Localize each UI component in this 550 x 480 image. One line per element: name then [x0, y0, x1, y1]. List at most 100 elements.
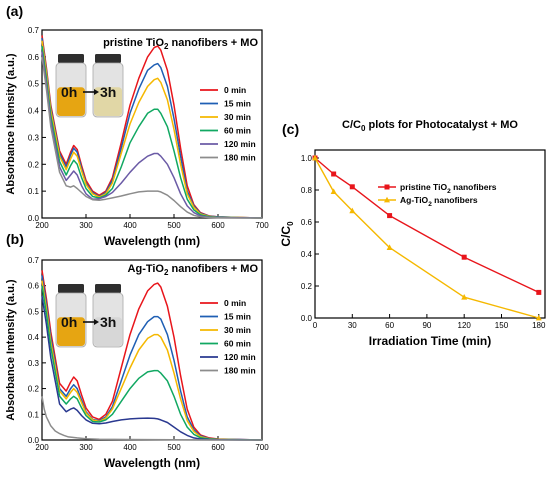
panel-b: (b) 200 300 400 500 600 700 0.0 0.1 0.2 0.3 0.4 0.5 0…	[5, 231, 269, 470]
legend-label: Ag-TiO2 nanofibers	[400, 195, 478, 208]
legend-label: 15 min	[224, 99, 251, 109]
panel-label: (c)	[282, 121, 299, 137]
vial-liquid	[57, 317, 85, 346]
x-axis-label: Wavelength (nm)	[104, 234, 200, 248]
series-line	[41, 396, 262, 441]
vial-after	[92, 284, 124, 348]
y-tick-label: 0.5	[28, 80, 40, 89]
y-axis-label-part: C/C	[279, 226, 293, 247]
x-tick-label: 300	[79, 443, 93, 452]
data-point-triangle	[386, 244, 393, 250]
data-point-square	[536, 289, 542, 295]
x-tick-label: 700	[255, 443, 269, 452]
legend-label: 0 min	[224, 85, 246, 95]
x-tick-label: 400	[123, 443, 137, 452]
x-tick-label: 500	[167, 221, 181, 230]
panel-title-subscript: 2	[164, 42, 169, 51]
legend-marker	[384, 184, 390, 190]
series-line	[41, 280, 263, 441]
legend-label: 120 min	[224, 352, 256, 362]
y-axis-label-subscript: 0	[286, 221, 295, 226]
arrow-head	[94, 319, 99, 325]
panel-c: (c) 0 30 60 90 120 150 180 0.0 0.2 0.4 0.6 0.8 1.0 Irr…	[279, 119, 546, 348]
legend-label: 30 min	[224, 112, 251, 122]
x-tick-label: 700	[255, 221, 269, 230]
panel-title-part: Ag-TiO	[128, 263, 165, 275]
legend-label: 60 min	[224, 339, 251, 349]
series-line	[41, 51, 263, 219]
x-tick-label: 200	[35, 443, 49, 452]
y-tick-label: 0.6	[301, 218, 313, 227]
y-tick-label: 0.2	[301, 282, 313, 291]
vial-before	[55, 54, 87, 118]
y-tick-label: 1.0	[301, 154, 313, 163]
vial-liquid	[94, 317, 122, 346]
legend-label-subscript: 2	[447, 188, 451, 195]
y-tick-label: 0.7	[28, 26, 40, 35]
panel-title: Ag-TiO2 nanofibers + MO	[128, 263, 259, 277]
panel-a: (a) 200 300 400 500 600 700 0.0 0.1 0.2 0.3 0.4 0.5 0…	[5, 3, 269, 248]
y-tick-label: 0.3	[28, 133, 40, 142]
data-point-square	[349, 184, 355, 190]
series-line	[314, 157, 539, 319]
data-point-triangle	[330, 188, 337, 194]
vial-cap	[58, 54, 84, 63]
legend-label-part: pristine TiO	[400, 182, 447, 192]
vial-before-label: 0h	[61, 84, 77, 100]
series-line	[41, 285, 263, 441]
legend-label-part: nanofibers	[451, 182, 497, 192]
y-tick-label: 0.4	[28, 333, 40, 342]
x-tick-label: 0	[313, 321, 318, 330]
series-line	[41, 56, 262, 219]
y-tick-label: 0.1	[28, 410, 40, 419]
panel-title-part: pristine TiO	[103, 37, 164, 49]
panel-label: (a)	[6, 3, 23, 19]
y-tick-label: 0.3	[28, 359, 40, 368]
y-tick-label: 0.2	[28, 385, 40, 394]
y-tick-label: 0.6	[28, 282, 40, 291]
vial-after-label: 3h	[100, 84, 116, 100]
y-tick-label: 0.0	[301, 314, 313, 323]
legend-label: 60 min	[224, 126, 251, 136]
vial-liquid	[57, 87, 85, 116]
panel-title-part: C/C	[342, 119, 361, 131]
legend-marker	[384, 196, 390, 203]
x-axis-label: Wavelength (nm)	[104, 456, 200, 470]
data-point-square	[331, 171, 337, 177]
x-tick-label: 120	[458, 321, 472, 330]
legend-label: pristine TiO2 nanofibers	[400, 182, 497, 195]
x-tick-label: 180	[532, 321, 546, 330]
vial-cap	[95, 284, 121, 293]
data-point-square	[387, 213, 393, 219]
y-axis-label: Absorbance Intensity (a.u.)	[5, 53, 17, 195]
vial-after	[92, 54, 124, 118]
y-tick-label: 0.8	[301, 186, 313, 195]
vial-before-label: 0h	[61, 314, 77, 330]
vial-before	[55, 284, 87, 348]
plot-frame	[41, 29, 263, 219]
x-tick-label: 600	[211, 221, 225, 230]
vial-liquid	[94, 87, 122, 116]
legend-label: 30 min	[224, 325, 251, 335]
series-line	[41, 270, 263, 441]
series-line	[314, 157, 540, 294]
legend-label: 180 min	[224, 153, 256, 163]
x-tick-label: 90	[422, 321, 431, 330]
series-line	[41, 40, 263, 219]
x-tick-label: 300	[79, 221, 93, 230]
x-tick-label: 600	[211, 443, 225, 452]
x-tick-label: 150	[495, 321, 509, 330]
y-tick-label: 0.1	[28, 187, 40, 196]
panel-title-part: nanofibers + MO	[168, 37, 258, 49]
vial-cap	[58, 284, 84, 293]
panel-title-subscript: 2	[164, 268, 169, 277]
plot-frame	[314, 149, 546, 319]
y-tick-label: 0.2	[28, 160, 40, 169]
legend-label-part: Ag-TiO	[400, 195, 429, 205]
panel-title-part: nanofibers + MO	[168, 263, 258, 275]
data-point-triangle	[461, 294, 468, 300]
data-point-triangle	[349, 207, 356, 214]
y-tick-label: 0.0	[28, 436, 40, 445]
data-point-triangle	[312, 154, 318, 161]
